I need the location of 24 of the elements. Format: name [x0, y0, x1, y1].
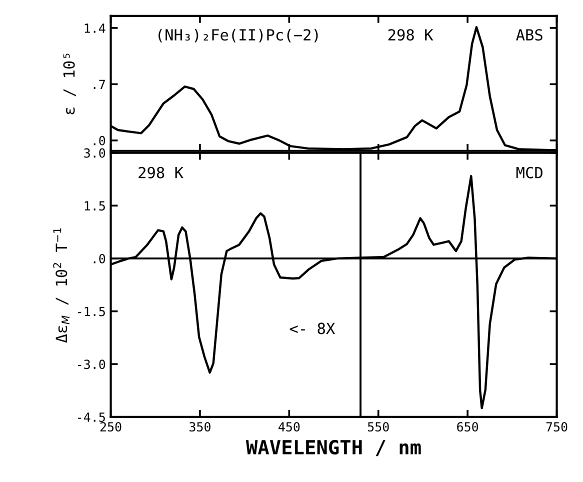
annotation: ABS: [516, 29, 542, 41]
annotation: MCD: [516, 166, 542, 178]
y-tick-label: -3.0: [78, 360, 106, 370]
y-tick-label: 1.5: [84, 201, 105, 211]
annotation: (NH₃)₂Fe(II)Pc(−2): [158, 28, 318, 42]
x-tick-label: 750: [546, 422, 568, 432]
annotation: <- 8X: [290, 322, 336, 334]
y-tick-label: .0: [94, 136, 106, 146]
y-axis-title: ε / 10⁵: [63, 54, 76, 114]
annotation: 298 K: [388, 29, 434, 41]
y-tick-label: 3.0: [84, 148, 106, 158]
x-axis-title: WAVELENGTH / nm: [246, 440, 421, 456]
x-tick-label: 550: [368, 422, 389, 432]
x-tick-label: 650: [457, 422, 478, 432]
y-tick-label: .0: [94, 254, 106, 264]
x-tick-label: 350: [190, 422, 210, 432]
annotation: 298 K: [138, 166, 184, 178]
y-tick-label: 1.4: [84, 24, 106, 33]
y-axis-title: Δε$_{M}$ / 10$^{2}$ T$^{−1}$: [53, 228, 70, 343]
y-tick-label: -4.5: [78, 412, 105, 422]
y-tick-label: -1.5: [78, 306, 105, 316]
x-tick-label: 250: [100, 422, 122, 432]
y-tick-label: .7: [94, 80, 105, 89]
x-tick-label: 450: [278, 422, 300, 432]
